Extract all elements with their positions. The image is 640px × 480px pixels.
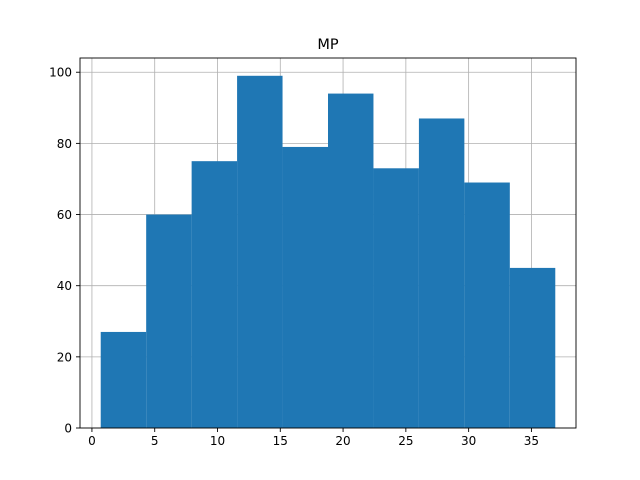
- histogram-bar: [373, 168, 419, 429]
- axes-frame: [79, 57, 577, 429]
- y-axis: 0 20 40 60 80 100: [49, 66, 80, 436]
- y-tick-label: 0: [64, 422, 72, 436]
- histogram-bar: [282, 146, 328, 428]
- x-tick-label: 10: [210, 434, 225, 448]
- x-tick-label: 15: [273, 434, 288, 448]
- y-tick-label: 40: [57, 279, 72, 293]
- chart-title: MP: [317, 37, 339, 53]
- y-tick-label: 100: [49, 66, 72, 80]
- histogram-bar: [237, 75, 283, 429]
- histogram-bar: [191, 161, 238, 428]
- x-tick-label: 20: [335, 434, 350, 448]
- bars: [100, 75, 556, 429]
- histogram-bar: [328, 93, 374, 429]
- histogram-bar: [464, 182, 510, 428]
- y-tick-label: 60: [57, 208, 72, 222]
- x-tick-label: 5: [151, 434, 159, 448]
- histogram-bar: [100, 331, 147, 428]
- y-tick-label: 20: [57, 350, 72, 364]
- y-tick-label: 80: [57, 137, 72, 151]
- x-tick-label: 0: [88, 434, 96, 448]
- histogram-bar: [418, 118, 465, 428]
- x-tick-label: 35: [524, 434, 539, 448]
- histogram-bar: [146, 214, 192, 428]
- x-tick-label: 25: [398, 434, 413, 448]
- x-axis: 0 5 10 15 20 25 30 35: [88, 428, 539, 448]
- x-tick-label: 30: [461, 434, 476, 448]
- histogram-bar: [509, 267, 556, 428]
